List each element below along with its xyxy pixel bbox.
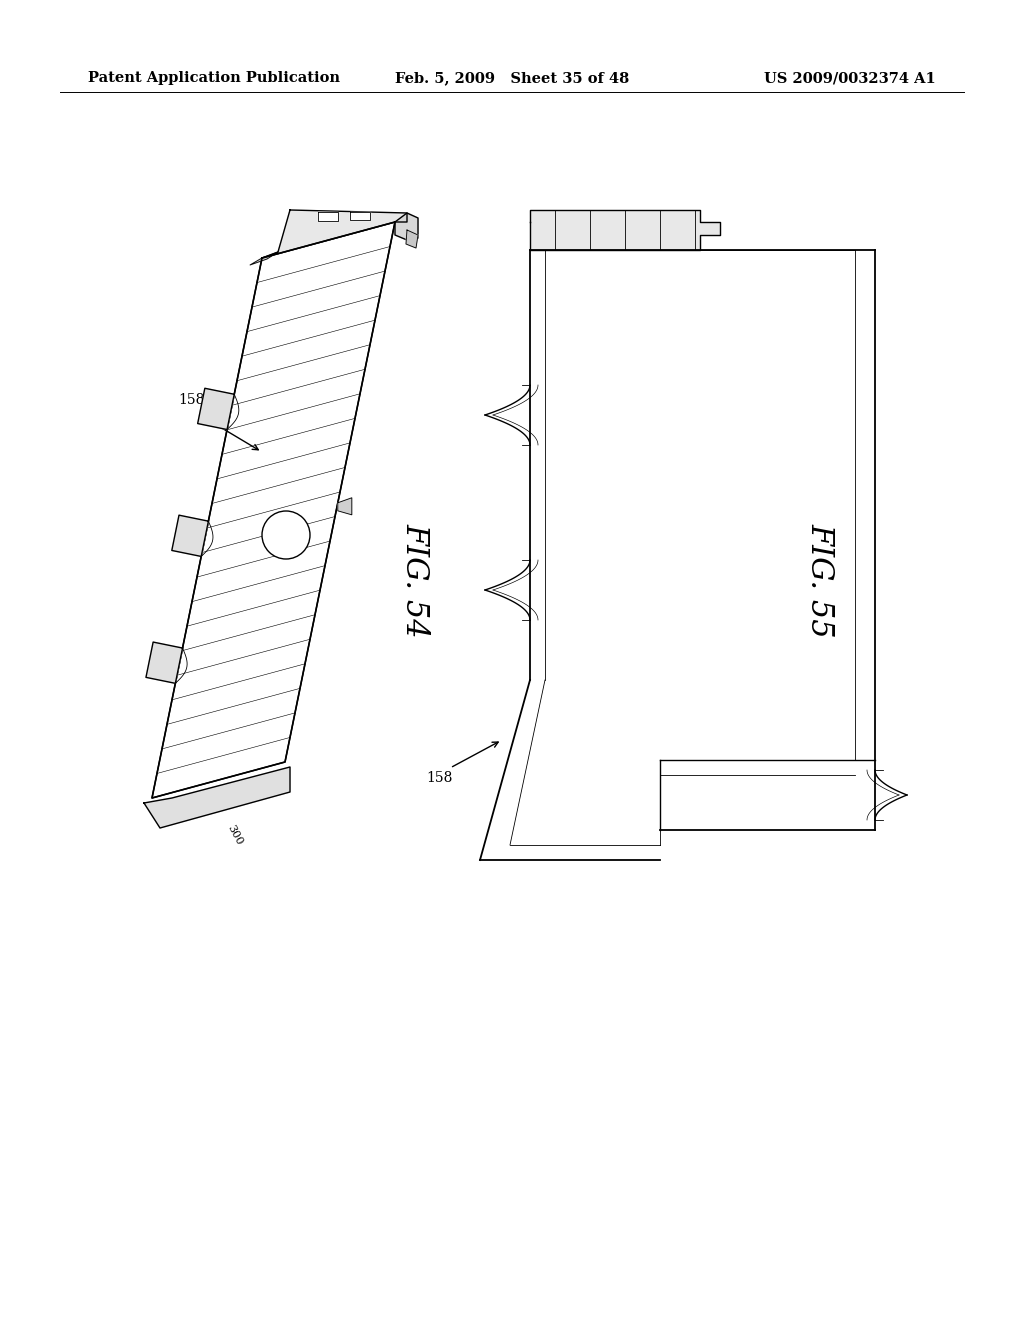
Text: Feb. 5, 2009   Sheet 35 of 48: Feb. 5, 2009 Sheet 35 of 48 bbox=[395, 71, 629, 84]
Polygon shape bbox=[198, 388, 234, 429]
Polygon shape bbox=[250, 252, 278, 265]
Polygon shape bbox=[144, 767, 290, 828]
Text: FIG. 55: FIG. 55 bbox=[805, 523, 836, 638]
Polygon shape bbox=[146, 642, 182, 684]
Text: US 2009/0032374 A1: US 2009/0032374 A1 bbox=[764, 71, 936, 84]
Polygon shape bbox=[262, 210, 407, 257]
Circle shape bbox=[262, 511, 310, 558]
Polygon shape bbox=[172, 515, 209, 557]
Polygon shape bbox=[480, 249, 874, 861]
Polygon shape bbox=[406, 230, 418, 248]
Text: 158: 158 bbox=[179, 393, 205, 407]
Polygon shape bbox=[318, 213, 338, 220]
Polygon shape bbox=[152, 222, 395, 799]
Text: FIG. 54: FIG. 54 bbox=[399, 523, 430, 638]
Polygon shape bbox=[350, 213, 370, 220]
Polygon shape bbox=[395, 213, 418, 240]
Text: Patent Application Publication: Patent Application Publication bbox=[88, 71, 340, 84]
Polygon shape bbox=[530, 210, 720, 249]
Polygon shape bbox=[338, 498, 352, 515]
Text: 300: 300 bbox=[225, 824, 245, 847]
Text: 158: 158 bbox=[427, 771, 454, 785]
